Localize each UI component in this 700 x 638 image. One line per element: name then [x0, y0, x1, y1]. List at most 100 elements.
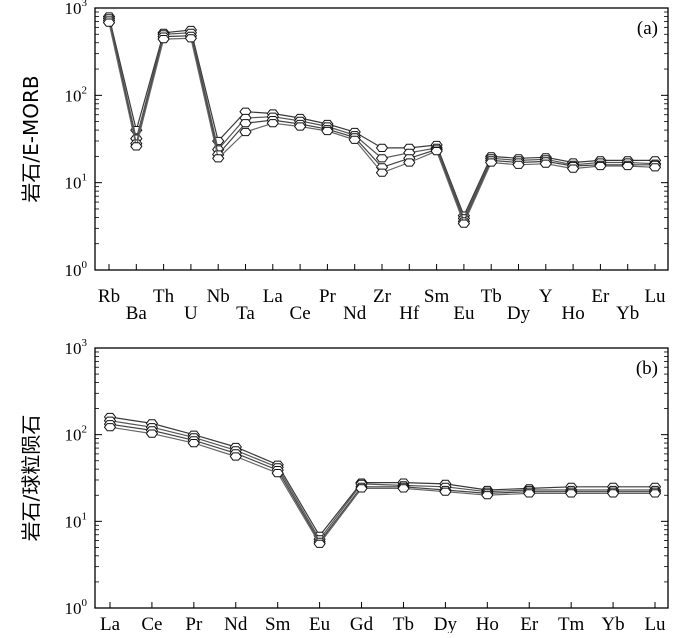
y-tick-label: 100 — [65, 259, 88, 280]
y-axis-title: 岩石/E-MORB — [19, 75, 43, 202]
data-point — [648, 163, 662, 172]
x-tick-label: Pr — [319, 286, 337, 307]
x-tick-label: Y — [539, 286, 553, 307]
data-point — [481, 491, 494, 500]
x-tick-label: Nb — [207, 286, 230, 307]
data-point — [239, 127, 252, 137]
x-tick-label: Yb — [601, 614, 624, 633]
data-point — [648, 489, 662, 498]
y-tick-exponent: 3 — [82, 0, 88, 9]
x-tick-label: La — [100, 614, 121, 633]
data-point — [145, 429, 159, 438]
series-line-sample-2 — [108, 18, 656, 220]
data-point — [130, 142, 143, 151]
x-tick-label: Er — [591, 286, 610, 307]
panel-label: (b) — [636, 358, 658, 379]
data-point — [566, 164, 580, 173]
data-point — [430, 147, 443, 156]
series-line-sample-3 — [108, 20, 655, 223]
y-tick-label: 101 — [65, 510, 88, 531]
data-point — [212, 154, 225, 163]
data-point — [457, 219, 471, 228]
x-tick-label: Ho — [476, 614, 499, 633]
x-tick-label: Sm — [424, 286, 450, 307]
x-tick-label: Yb — [616, 303, 639, 324]
data-point — [539, 159, 552, 168]
x-tick-label: Th — [153, 286, 175, 307]
y-tick-label: 103 — [65, 0, 88, 18]
data-point — [102, 18, 116, 27]
data-point — [439, 487, 452, 496]
x-tick-label: Lu — [644, 286, 666, 307]
data-point — [321, 126, 334, 136]
y-tick-base: 10 — [65, 174, 82, 193]
y-tick-exponent: 2 — [82, 84, 88, 96]
x-tick-label: Eu — [453, 303, 475, 324]
x-tick-label: Tb — [481, 286, 502, 307]
x-tick-label: Sm — [265, 614, 291, 633]
y-tick-base: 10 — [65, 86, 82, 105]
y-tick-exponent: 2 — [82, 424, 88, 436]
data-point — [485, 158, 498, 167]
data-point — [348, 135, 361, 144]
y-tick-base: 10 — [65, 339, 82, 358]
y-tick-base: 10 — [65, 0, 82, 18]
x-tick-label: Gd — [350, 614, 374, 633]
data-point — [239, 119, 252, 128]
x-tick-label: Nd — [343, 303, 367, 324]
data-point — [375, 143, 389, 152]
data-point — [375, 154, 389, 163]
data-point — [293, 122, 307, 131]
y-tick-base: 10 — [65, 261, 82, 280]
data-point — [103, 423, 117, 432]
x-tick-label: La — [263, 286, 284, 307]
data-point — [184, 34, 198, 43]
y-tick-exponent: 1 — [82, 172, 88, 184]
x-tick-label: Zr — [373, 286, 392, 307]
y-tick-exponent: 3 — [82, 337, 88, 349]
data-point — [355, 484, 368, 493]
plot-frame — [94, 7, 669, 271]
data-point — [229, 452, 242, 461]
x-tick-label: Er — [520, 614, 539, 633]
data-point — [313, 539, 326, 548]
data-point — [266, 119, 279, 128]
x-tick-label: Dy — [507, 303, 531, 324]
data-point — [512, 160, 525, 169]
data-point — [375, 168, 389, 177]
x-tick-label: Nd — [224, 614, 248, 633]
x-tick-label: Ba — [126, 303, 148, 324]
series-line-sample-1 — [108, 16, 655, 218]
data-point — [606, 489, 620, 498]
series-line-sample-4 — [108, 22, 656, 226]
x-tick-label: Ce — [290, 303, 311, 324]
y-tick-base: 10 — [65, 512, 82, 531]
y-tick-exponent: 0 — [82, 597, 88, 609]
x-tick-label: Ho — [561, 303, 584, 324]
x-tick-label: Ta — [236, 303, 255, 324]
panel-a: 100101102103RbBaThUNbTaLaCePrNdZrHfSmEuT… — [19, 0, 669, 324]
y-tick-label: 101 — [65, 172, 88, 193]
x-tick-label: U — [184, 303, 198, 324]
series-line-sample-4 — [109, 426, 655, 545]
x-tick-label: Ce — [141, 614, 162, 633]
y-tick-label: 102 — [65, 424, 88, 445]
y-tick-label: 102 — [65, 84, 88, 105]
data-point — [403, 158, 416, 167]
y-tick-label: 103 — [65, 337, 88, 358]
data-point — [187, 439, 200, 448]
x-tick-label: Eu — [309, 614, 331, 633]
y-tick-label: 100 — [65, 597, 88, 618]
x-tick-label: Dy — [434, 614, 458, 633]
data-point — [157, 35, 170, 44]
data-point — [565, 489, 578, 498]
series-line-sample-1 — [109, 416, 655, 537]
data-point — [523, 489, 536, 498]
data-point — [621, 161, 634, 171]
y-tick-exponent: 1 — [82, 510, 88, 522]
data-point — [594, 161, 607, 171]
series-line-sample-3 — [109, 423, 655, 543]
